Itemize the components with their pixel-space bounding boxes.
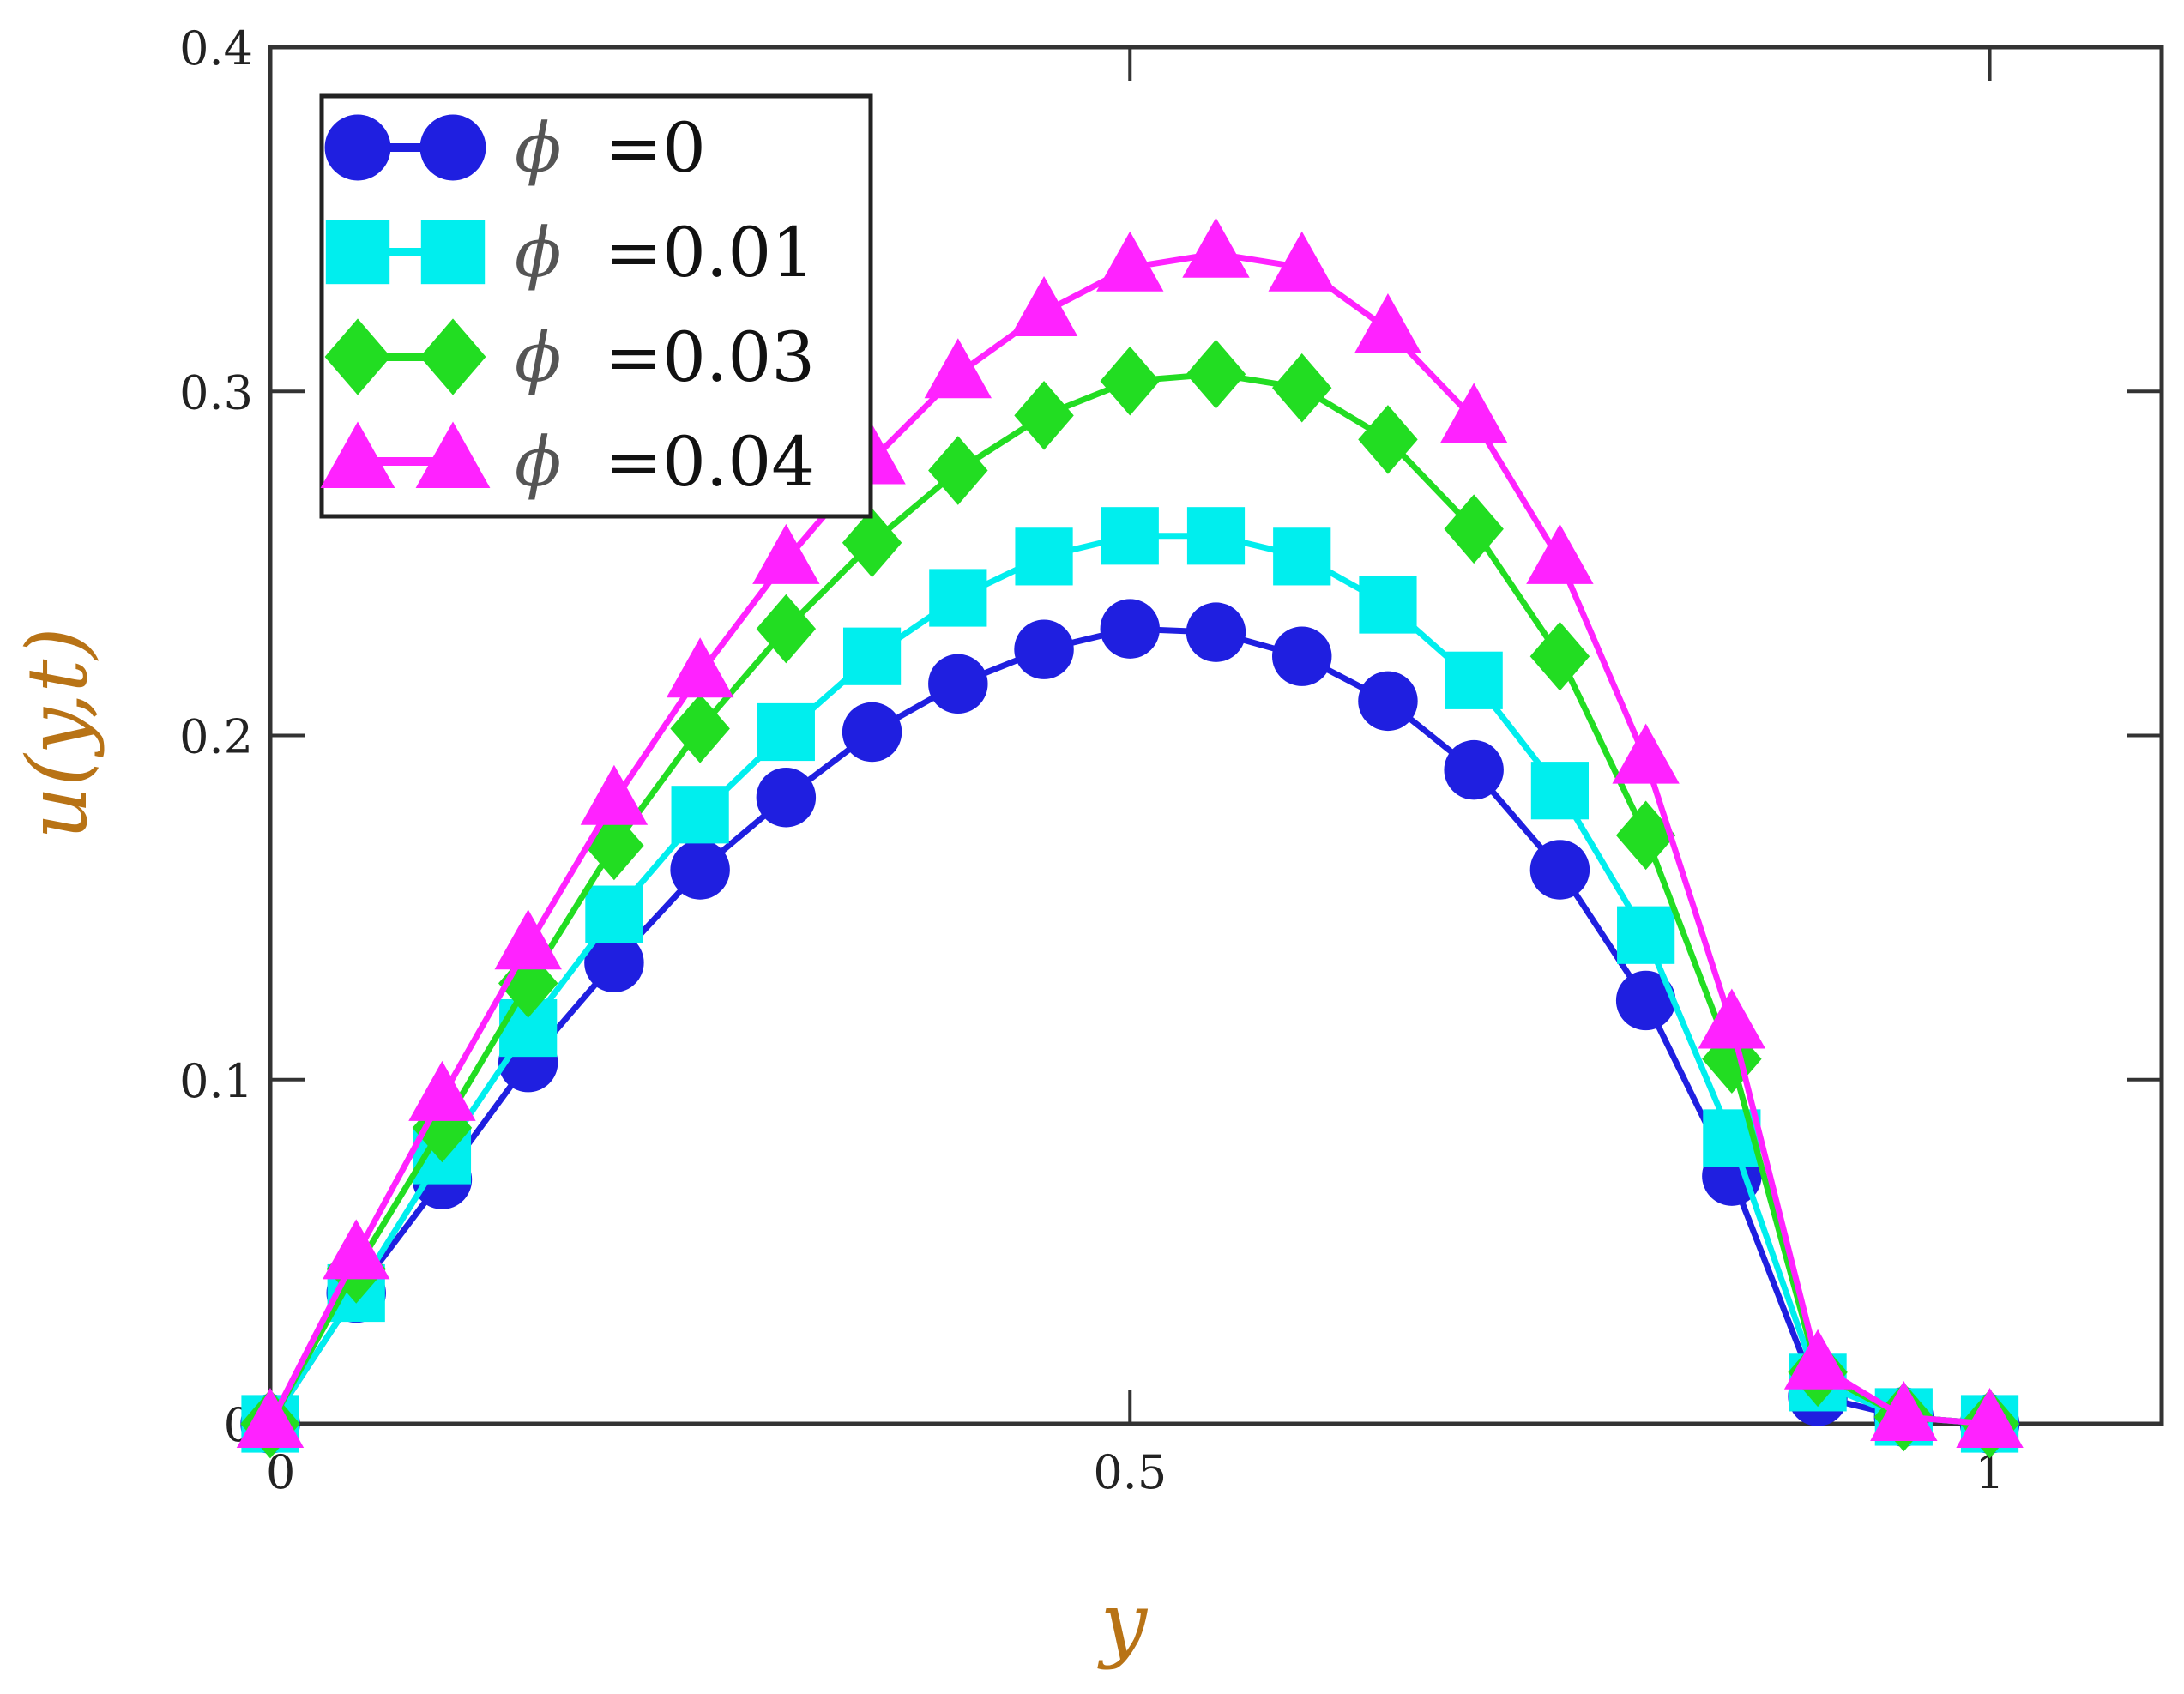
legend-marker [415, 421, 491, 488]
data-point [1956, 1388, 2024, 1448]
data-point [1612, 723, 1680, 784]
data-point [323, 1219, 390, 1280]
data-point [1529, 621, 1590, 691]
legend-symbol: ϕ [515, 317, 562, 397]
data-point [1783, 1329, 1852, 1390]
data-point [1529, 840, 1590, 900]
legend-item: ϕ =0 [324, 108, 706, 188]
data-point [929, 569, 987, 627]
legend-marker [325, 220, 390, 285]
data-point [1615, 970, 1676, 1031]
y-tick-label: 0.2 [179, 710, 253, 764]
data-point [1268, 231, 1336, 292]
data-point [1273, 527, 1331, 586]
data-point [1698, 988, 1766, 1049]
data-point [1354, 293, 1422, 354]
y-tick-label: 0.4 [179, 21, 253, 75]
data-point [1870, 1380, 1938, 1441]
x-axis-label: y [1097, 1575, 1149, 1671]
data-point [752, 523, 820, 584]
y-axis-label: u(y,t) [9, 627, 106, 839]
legend-marker [419, 114, 486, 181]
data-point [1617, 906, 1675, 964]
data-point [1444, 739, 1504, 800]
data-point [1014, 381, 1074, 450]
data-point [584, 811, 644, 881]
data-point [842, 508, 902, 578]
data-point [585, 885, 643, 943]
data-point [1186, 507, 1246, 565]
data-point [666, 637, 734, 698]
data-point [1445, 651, 1503, 709]
legend-marker [324, 114, 391, 181]
legend-box [319, 93, 873, 519]
data-point [1186, 339, 1246, 409]
data-point [1100, 599, 1160, 659]
data-point [1439, 383, 1508, 443]
data-point [1530, 762, 1590, 820]
legend-value: =0.04 [605, 422, 815, 502]
legend-marker [324, 318, 391, 395]
legend-value: =0 [605, 108, 706, 188]
data-point [1526, 523, 1594, 584]
data-point [408, 1060, 476, 1121]
data-point [494, 909, 562, 970]
data-point [236, 1388, 305, 1448]
legend-item: ϕ =0.01 [325, 213, 815, 292]
legend-marker [320, 421, 395, 488]
data-point [1096, 231, 1164, 292]
data-point [842, 702, 902, 763]
data-point [1100, 346, 1160, 416]
data-point [1358, 671, 1418, 732]
y-tick-label: 0.3 [179, 365, 253, 419]
data-point [1358, 405, 1418, 474]
data-point [928, 436, 988, 505]
legend-marker [420, 220, 486, 285]
data-point [1444, 494, 1504, 564]
data-point [670, 840, 730, 900]
legend-symbol: ϕ [515, 213, 562, 292]
data-point [1015, 527, 1073, 586]
data-point [580, 764, 649, 825]
data-point [1272, 353, 1332, 423]
data-point [671, 786, 729, 844]
data-point [1359, 576, 1417, 634]
legend-item: ϕ =0.03 [324, 317, 815, 397]
data-point [1272, 626, 1332, 686]
data-point [842, 627, 902, 685]
data-point [584, 932, 644, 993]
legend: ϕ =0 ϕ =0.01 ϕ =0.03 ϕ =0.04 [319, 93, 873, 519]
y-tick-label: 0.1 [179, 1054, 253, 1108]
data-point [756, 768, 817, 828]
data-point [1010, 275, 1078, 336]
data-point [756, 594, 817, 664]
data-point [1014, 619, 1074, 679]
data-point [928, 654, 988, 714]
data-point [1182, 217, 1250, 278]
tick-labels: 0 0.5 100.10.20.30.4 [179, 21, 2005, 1499]
x-tick-label: 0.5 [1093, 1445, 1167, 1499]
legend-item: ϕ =0.04 [320, 421, 815, 502]
data-point [924, 338, 992, 399]
data-point [1615, 800, 1676, 871]
legend-marker [419, 318, 486, 395]
legend-symbol: ϕ [515, 422, 562, 502]
data-point [670, 694, 730, 763]
legend-symbol: ϕ [515, 108, 562, 188]
data-point [1186, 602, 1246, 662]
data-point [1101, 507, 1159, 565]
legend-value: =0.01 [605, 213, 815, 292]
legend-value: =0.03 [605, 317, 815, 397]
data-point [757, 702, 815, 762]
